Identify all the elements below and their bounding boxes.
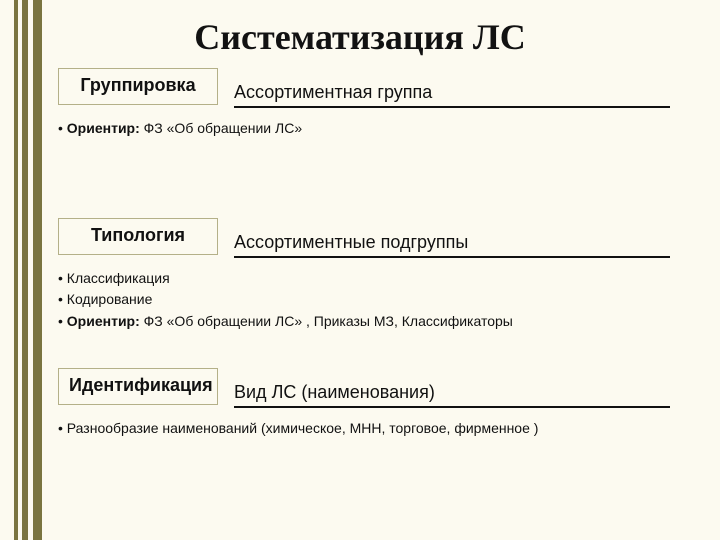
bullet-text: ФЗ «Об обращении ЛС» [140,120,302,136]
bullet-text: Разнообразие наименований (химическое, М… [67,420,539,436]
section-1-bullets: • Ориентир: ФЗ «Об обращении ЛС» [58,118,660,139]
bullet-item: • Ориентир: ФЗ «Об обращении ЛС» , Прика… [58,311,660,331]
bullet-prefix: • [58,270,67,286]
section-1-header: Группировка [58,68,218,105]
section-3-right: Вид ЛС (наименования) [234,382,670,408]
section-1-label: Группировка [58,68,218,105]
section-2-bullets: • Классификация • Кодирование • Ориентир… [58,268,660,332]
decor-bar-3 [33,0,42,540]
decor-bar-2 [22,0,28,540]
bullet-item: • Классификация [58,268,660,288]
section-2-right: Ассортиментные подгруппы [234,232,670,258]
bullet-prefix: • [58,313,67,329]
bullet-bold: Ориентир: [67,313,140,329]
bullet-prefix: • [58,420,67,436]
bullet-item: • Разнообразие наименований (химическое,… [58,418,660,438]
section-3-header: Идентификация [58,368,218,405]
bullet-text: ФЗ «Об обращении ЛС» , Приказы МЗ, Класс… [140,313,513,329]
section-2-header: Типология [58,218,218,255]
bullet-item: • Ориентир: ФЗ «Об обращении ЛС» [58,118,660,138]
section-1-right: Ассортиментная группа [234,82,670,108]
page-title: Систематизация ЛС [0,16,720,58]
section-3-bullets: • Разнообразие наименований (химическое,… [58,418,660,439]
section-2-label: Типология [58,218,218,255]
bullet-text: Кодирование [67,291,153,307]
bullet-text: Классификация [67,270,170,286]
bullet-bold: Ориентир: [67,120,140,136]
bullet-item: • Кодирование [58,289,660,309]
decor-bar-1 [14,0,18,540]
bullet-prefix: • [58,291,67,307]
section-3-label: Идентификация [58,368,218,405]
bullet-prefix: • [58,120,67,136]
